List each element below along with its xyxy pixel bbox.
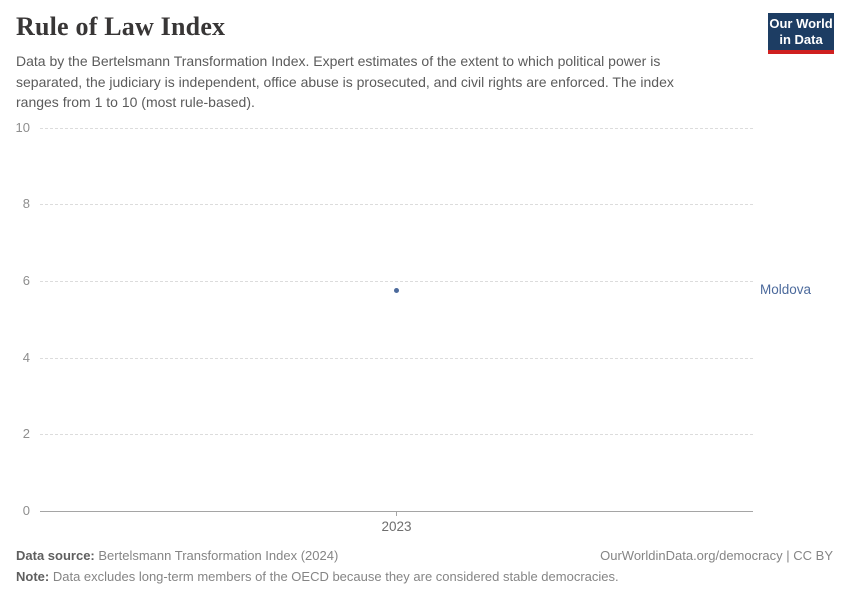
footer-note-label: Note: (16, 569, 50, 584)
x-axis-tick-label: 2023 (381, 519, 412, 534)
footer-credit-link[interactable]: OurWorldinData.org/democracy | CC BY (600, 548, 833, 563)
page-title: Rule of Law Index (16, 12, 226, 41)
y-axis-tick-label: 8 (22, 196, 30, 212)
y-axis-tick-label: 0 (22, 503, 30, 518)
y-axis-tick-label: 10 (15, 119, 30, 135)
data-point-moldova[interactable] (394, 287, 399, 293)
owid-logo[interactable]: Our World in Data (768, 13, 834, 54)
chart-plot-area: 2023 0 2 4 6 8 10 Moldova (0, 120, 850, 540)
gridline (40, 127, 753, 129)
y-axis-tick-label: 4 (22, 349, 30, 365)
gridline (40, 204, 753, 206)
entity-label-moldova[interactable]: Moldova (760, 282, 812, 298)
gridline (40, 357, 753, 359)
gridline (40, 434, 753, 436)
footer-note-row: Note: Data excludes long-term members of… (16, 566, 833, 587)
footer-source-row: Data source: Bertelsmann Transformation … (16, 545, 833, 566)
chart-subtitle: Data by the Bertelsmann Transformation I… (16, 53, 674, 110)
y-axis-tick-label: 6 (22, 272, 30, 288)
footer-source-text: Bertelsmann Transformation Index (2024) (98, 548, 339, 563)
footer-source: Data source: Bertelsmann Transformation … (16, 545, 338, 566)
footer-source-label: Data source: (16, 548, 95, 563)
x-axis-tick-mark (396, 511, 397, 516)
owid-logo-line2: in Data (779, 32, 823, 47)
y-axis-tick-label: 2 (22, 426, 30, 442)
footer-note-text: Data excludes long-term members of the O… (52, 569, 619, 584)
chart-footer: Data source: Bertelsmann Transformation … (16, 545, 833, 587)
owid-logo-line1: Our World (769, 16, 833, 31)
gridline (40, 280, 753, 282)
x-axis-line (40, 511, 753, 512)
